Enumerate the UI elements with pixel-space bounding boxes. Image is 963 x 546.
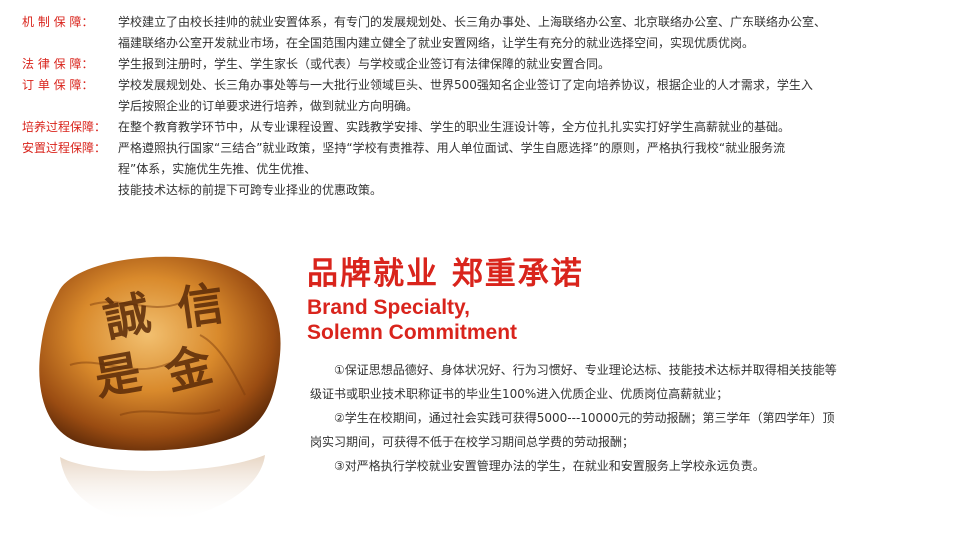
headline-chinese: 品牌就业 郑重承诺 bbox=[307, 256, 584, 292]
guarantee-line: 技能技术达标的前提下可跨专业择业的优惠政策。 bbox=[118, 183, 383, 197]
stone-char: 誠 bbox=[99, 285, 155, 347]
guarantee-order: 订 单 保 障： 学校发展规划处、长三角办事处等与一大批行业领域巨头、世界500… bbox=[22, 75, 957, 117]
guarantee-line: 学校发展规划处、长三角办事处等与一大批行业领域巨头、世界500强知名企业签订了定… bbox=[118, 78, 813, 92]
guarantee-line: 在整个教育教学环节中，从专业课程设置、实践教学安排、学生的职业生涯设计等，全方位… bbox=[118, 120, 791, 134]
guarantee-label: 法 律 保 障： bbox=[22, 57, 94, 71]
promise-line: 岗实习期间，可获得不低于在校学习期间总学费的劳动报酬； bbox=[310, 435, 635, 449]
guarantee-text: 学生报到注册时，学生、学生家长（或代表）与学校或企业签订有法律保障的就业安置合同… bbox=[118, 54, 957, 75]
stone-char: 是 bbox=[91, 345, 146, 406]
headline: 品牌就业 郑重承诺 Brand Specialty, Solemn Commit… bbox=[307, 254, 584, 344]
guarantee-placement: 安置过程保障： 严格遵照执行国家“三结合”就业政策，坚持“学校有责推荐、用人单位… bbox=[22, 138, 957, 201]
guarantee-mechanism: 机 制 保 障： 学校建立了由校长挂帅的就业安置体系，有专门的发展规划处、长三角… bbox=[22, 12, 957, 54]
guarantee-line: 学后按照企业的订单要求进行培养，做到就业方向明确。 bbox=[118, 99, 419, 113]
guarantee-text: 在整个教育教学环节中，从专业课程设置、实践教学安排、学生的职业生涯设计等，全方位… bbox=[118, 117, 957, 138]
promises-section: ①保证思想品德好、身体状况好、行为习惯好、专业理论达标、技能技术达标并取得相关技… bbox=[310, 358, 940, 478]
guarantee-label: 订 单 保 障： bbox=[22, 78, 94, 92]
stone-char: 信 bbox=[174, 276, 227, 336]
guarantee-line: 学校建立了由校长挂帅的就业安置体系，有专门的发展规划处、长三角办事处、上海联络办… bbox=[118, 15, 827, 29]
guarantee-label: 安置过程保障： bbox=[22, 141, 107, 155]
guarantee-line: 严格遵照执行国家“三结合”就业政策，坚持“学校有责推荐、用人单位面试、学生自愿选… bbox=[118, 141, 786, 155]
guarantee-label: 机 制 保 障： bbox=[22, 15, 94, 29]
integrity-stone-image: 誠 信 是 金 bbox=[30, 245, 290, 530]
stone-svg: 誠 信 是 金 bbox=[39, 256, 281, 523]
promise-line: 级证书或职业技术职称证书的毕业生100%进入优质企业、优质岗位高薪就业； bbox=[310, 387, 729, 401]
guarantee-line: 福建联络办公室开发就业市场，在全国范围内建立健全了就业安置网络，让学生有充分的就… bbox=[118, 36, 755, 50]
stone-reflection bbox=[60, 455, 265, 523]
guarantee-text: 学校建立了由校长挂帅的就业安置体系，有专门的发展规划处、长三角办事处、上海联络办… bbox=[118, 12, 957, 54]
promise-line: ①保证思想品德好、身体状况好、行为习惯好、专业理论达标、技能技术达标并取得相关技… bbox=[334, 363, 837, 377]
guarantee-training: 培养过程保障： 在整个教育教学环节中，从专业课程设置、实践教学安排、学生的职业生… bbox=[22, 117, 957, 138]
guarantee-legal: 法 律 保 障： 学生报到注册时，学生、学生家长（或代表）与学校或企业签订有法律… bbox=[22, 54, 957, 75]
guarantee-line: 学生报到注册时，学生、学生家长（或代表）与学校或企业签订有法律保障的就业安置合同… bbox=[118, 57, 611, 71]
guarantee-line: 程”体系，实施优生先推、优生优推、 bbox=[118, 162, 317, 176]
promise-line: ②学生在校期间，通过社会实践可获得5000---10000元的劳动报酬；第三学年… bbox=[334, 411, 835, 425]
guarantees-section: 机 制 保 障： 学校建立了由校长挂帅的就业安置体系，有专门的发展规划处、长三角… bbox=[22, 12, 957, 201]
stone-body bbox=[39, 256, 281, 451]
promise-line: ③对严格执行学校就业安置管理办法的学生，在就业和安置服务上学校永远负责。 bbox=[334, 459, 765, 473]
guarantee-label: 培养过程保障： bbox=[22, 120, 107, 134]
guarantee-text: 学校发展规划处、长三角办事处等与一大批行业领域巨头、世界500强知名企业签订了定… bbox=[118, 75, 957, 117]
stone-texture bbox=[69, 301, 246, 416]
guarantee-text: 严格遵照执行国家“三结合”就业政策，坚持“学校有责推荐、用人单位面试、学生自愿选… bbox=[118, 138, 957, 201]
headline-english-line1: Brand Specialty, bbox=[307, 296, 470, 319]
headline-english-line2: Solemn Commitment bbox=[307, 321, 518, 344]
